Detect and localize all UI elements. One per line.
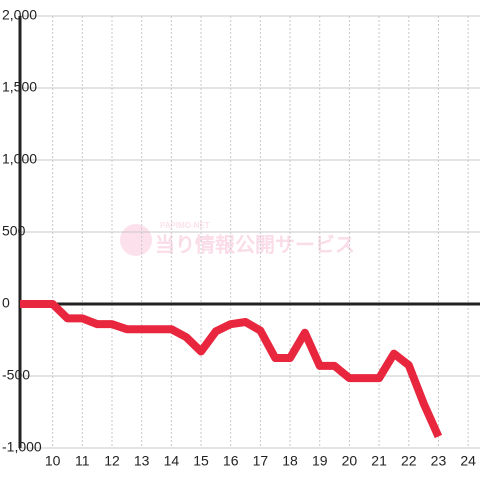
x-tick-label: 12 <box>104 453 120 469</box>
x-tick-label: 15 <box>193 453 209 469</box>
data-line <box>20 300 443 439</box>
y-tick-label: 500 <box>2 223 26 239</box>
watermark-icon <box>120 224 152 256</box>
y-tick-label: -1,000 <box>2 439 42 455</box>
y-tick-label: 0 <box>2 295 10 311</box>
x-tick-label: 16 <box>223 453 239 469</box>
x-tick-label: 21 <box>371 453 387 469</box>
x-tick-label: 17 <box>253 453 269 469</box>
watermark: PAPIMO-NET 当り情報公開サービス <box>120 221 355 256</box>
y-tick-label: -500 <box>2 367 30 383</box>
x-tick-label: 14 <box>164 453 180 469</box>
watermark-logo: PAPIMO-NET <box>160 221 210 230</box>
x-tick-label: 24 <box>460 453 476 469</box>
x-tick-label: 20 <box>342 453 358 469</box>
x-tick-label: 19 <box>312 453 328 469</box>
watermark-text: 当り情報公開サービス <box>155 232 355 256</box>
x-tick-label: 23 <box>431 453 447 469</box>
x-tick-label: 13 <box>134 453 150 469</box>
x-tick-label: 10 <box>45 453 61 469</box>
y-tick-label: 2,000 <box>2 7 37 23</box>
x-tick-label: 18 <box>282 453 298 469</box>
x-tick-label: 11 <box>75 453 90 469</box>
x-tick-label: 22 <box>401 453 417 469</box>
